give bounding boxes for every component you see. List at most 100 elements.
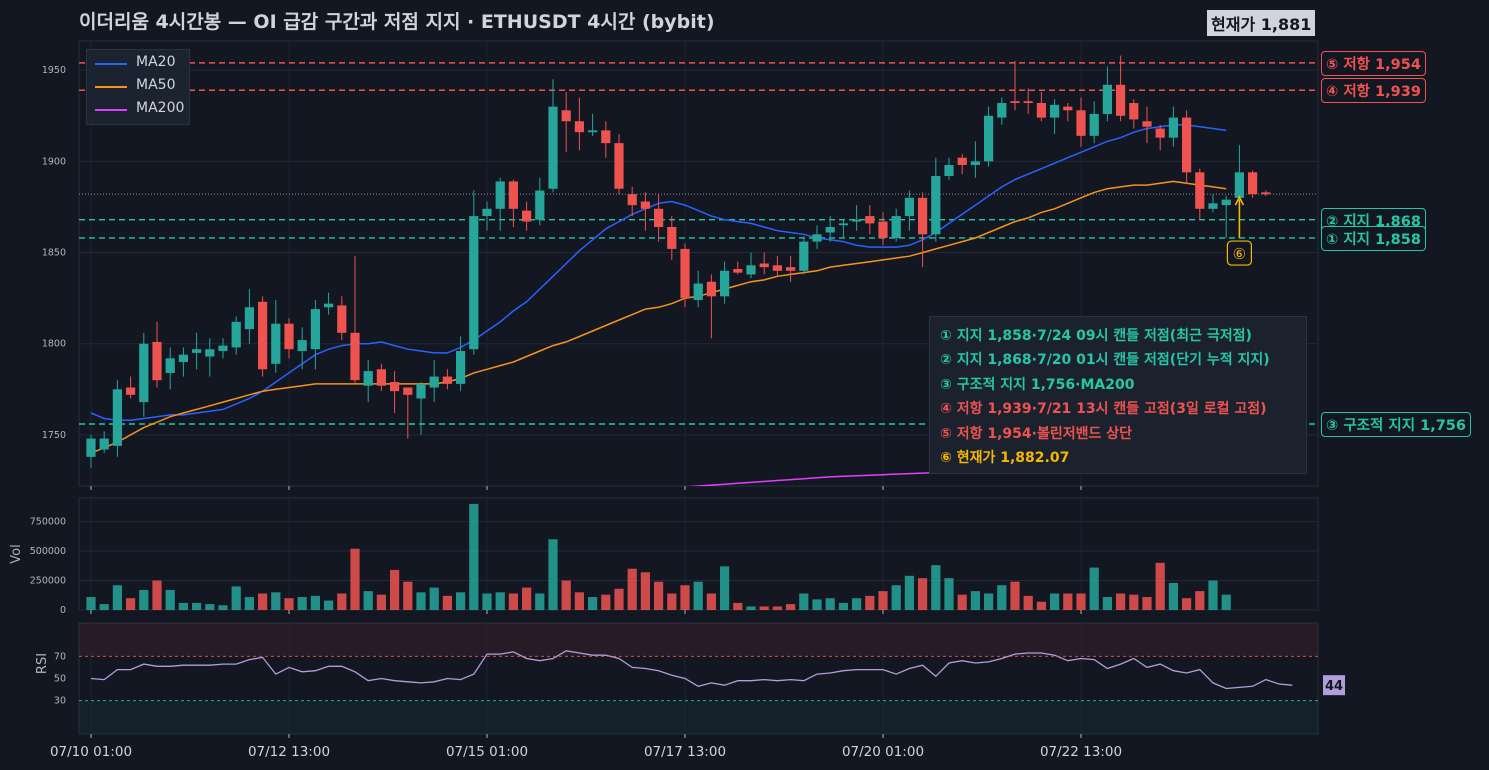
- ma-legend: MA20 MA50 MA200: [86, 49, 190, 125]
- candle-body: [442, 376, 452, 384]
- volume-bar: [218, 605, 228, 610]
- candle-body: [746, 265, 756, 275]
- volume-bar: [601, 594, 611, 610]
- candle-body: [574, 121, 584, 133]
- volume-bar: [469, 503, 479, 610]
- volume-bar: [574, 592, 584, 610]
- candle-body: [522, 210, 532, 222]
- candle-body: [205, 349, 215, 357]
- volume-bar: [350, 548, 360, 610]
- volume-bar: [1129, 594, 1139, 610]
- candle-body: [812, 234, 822, 242]
- candle-body: [799, 241, 809, 271]
- candle-body: [970, 161, 980, 166]
- volume-bar: [548, 539, 558, 610]
- current-price-badge: 현재가 1,881: [1207, 10, 1316, 36]
- volume-bar: [416, 592, 426, 610]
- volume-bar: [852, 598, 862, 610]
- candle-body: [165, 358, 175, 373]
- volume-bar: [231, 586, 241, 610]
- x-tick-label: 07/10 01:00: [50, 744, 132, 760]
- volume-bar: [1023, 595, 1033, 610]
- volume-bar: [1208, 580, 1218, 610]
- candle-body: [178, 354, 188, 362]
- legend-swatch-ma50: [95, 86, 127, 88]
- volume-bar: [1155, 562, 1165, 610]
- candle-body: [192, 349, 202, 353]
- candle-body: [244, 307, 254, 330]
- volume-bar: [1076, 593, 1086, 610]
- candle-body: [271, 323, 281, 364]
- volume-bar: [192, 602, 202, 610]
- rsi-axis-label: RSI: [35, 653, 50, 674]
- candle-body: [469, 216, 479, 350]
- note-3: ③ 구조적 지지 1,756·MA200: [940, 377, 1135, 393]
- rsi-pane: [78, 622, 1319, 735]
- volume-bar: [865, 595, 875, 610]
- volume-bar: [363, 591, 373, 610]
- candle-body: [693, 283, 703, 300]
- marker-6-box: [1226, 240, 1253, 266]
- candle-body: [482, 208, 492, 217]
- volume-bar: [918, 578, 928, 610]
- volume-bar: [614, 588, 624, 610]
- volume-bar: [139, 589, 149, 610]
- candle-body: [984, 115, 994, 162]
- candle-body: [1089, 113, 1099, 136]
- candle-body: [1076, 110, 1086, 136]
- volume-bar: [931, 565, 941, 610]
- volume-bar: [244, 597, 254, 610]
- candle-body: [1234, 172, 1244, 198]
- candle-body: [218, 345, 228, 352]
- candle-body: [640, 201, 650, 209]
- volume-bar: [522, 587, 532, 610]
- volume-bar: [442, 595, 452, 610]
- volume-bar: [152, 580, 162, 610]
- candle-body: [1168, 117, 1178, 138]
- candle-body: [614, 143, 624, 189]
- candle-body: [786, 267, 796, 271]
- x-tick-label: 07/17 13:00: [644, 744, 726, 760]
- volume-bar: [654, 581, 664, 610]
- volume-bar: [535, 593, 545, 610]
- candle-body: [1195, 172, 1205, 209]
- volume-bar: [878, 591, 888, 610]
- volume-bar: [284, 598, 294, 610]
- volume-bar: [970, 591, 980, 610]
- volume-bar: [429, 587, 439, 610]
- volume-bar: [482, 593, 492, 610]
- volume-bar: [126, 598, 136, 610]
- candle-body: [1261, 192, 1271, 195]
- volume-bar: [667, 593, 677, 610]
- volume-bar: [733, 602, 743, 610]
- volume-bar: [1102, 597, 1112, 610]
- volume-bar: [891, 585, 901, 610]
- volume-bar: [588, 597, 598, 610]
- price-tick-label: 1750: [42, 430, 66, 441]
- volume-bar: [1142, 597, 1152, 610]
- price-tick-label: 1950: [42, 65, 66, 76]
- volume-bar: [456, 592, 466, 610]
- volume-bar: [99, 604, 109, 610]
- volume-bar: [112, 585, 122, 610]
- candle-body: [654, 208, 664, 228]
- volume-bar: [403, 581, 413, 610]
- candle-body: [1182, 117, 1192, 173]
- candle-body: [825, 227, 835, 233]
- candle-body: [1102, 84, 1112, 114]
- volume-bar: [297, 597, 307, 610]
- candle-body: [1221, 199, 1231, 206]
- rsi-badge-value: 44: [1325, 679, 1343, 694]
- candle-body: [601, 130, 611, 144]
- volume-bar: [786, 604, 796, 610]
- volume-bar: [1089, 567, 1099, 610]
- current-price-arrow-head: [1234, 195, 1245, 206]
- volume-tick-label: 250000: [30, 576, 66, 587]
- structural-support-label-1756: ③ 구조적 지지 1,756: [1321, 411, 1471, 437]
- candle-body: [627, 194, 637, 206]
- price-tick-label: 1850: [42, 248, 66, 259]
- candle-body: [324, 303, 334, 308]
- candle-body: [508, 181, 518, 209]
- legend-label-ma200: MA200: [136, 100, 185, 116]
